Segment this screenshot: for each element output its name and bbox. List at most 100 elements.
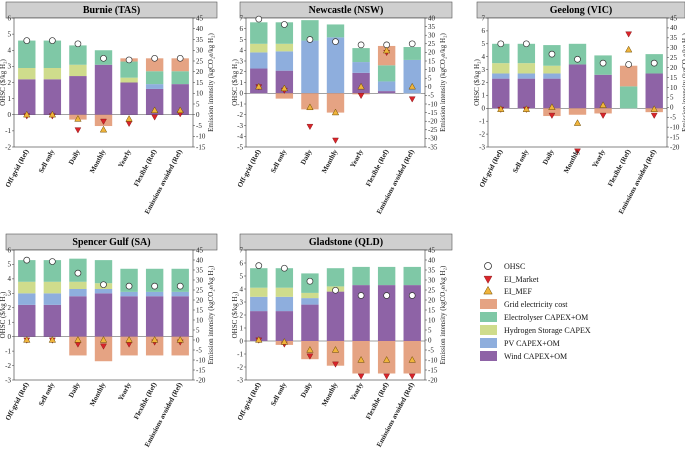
bar-wind [171,84,189,115]
y-tick-label: -2 [5,362,11,370]
x-category-label: Flexible (Ref) [132,381,158,421]
ei-mef-marker [306,345,314,353]
bar-electrolyser [377,266,396,286]
y2-tick-label: 10 [670,84,678,92]
bar-electrolyser [69,45,87,65]
y2-tick-label: -20 [428,118,438,126]
y2-tick-label: 15 [670,74,678,82]
ei-market-marker [332,361,339,368]
bar-wind [543,78,561,109]
y2-tick-label: 40 [196,25,204,33]
y-tick-label: 6 [240,25,244,33]
y-axis-label: OHSC ($/kg H₂) [473,58,481,105]
bar-grid [301,93,319,110]
y2-tick-label: 35 [428,266,436,274]
bar-electrolyser [18,40,36,68]
y-tick-label: -1 [5,347,11,355]
x-category-label: Monthly [88,148,107,175]
x-category-label: Yearly [117,148,133,169]
legend-electrolyser-swatch [480,312,497,322]
legend-wind-label: Wind CAPEX+OM [504,352,567,361]
y2-tick-label: 0 [196,111,200,119]
bar-electrolyser [275,268,294,288]
legend-pv-label: PV CAPEX+OM [504,339,560,348]
ei-market-marker [650,112,658,119]
y-tick-label: -3 [479,143,485,151]
legend-ei-mef-label: EI_MEF [504,287,533,296]
ohsc-marker [548,50,556,58]
y-tick-label: 0 [482,105,486,113]
y2-tick-label: 15 [428,306,436,314]
bar-wind [43,79,62,115]
y2-axis-label: Emission intensity (kgCO₂e/kg H₂) [439,265,447,364]
bar-electrolyser [94,260,113,284]
bar-wind [301,304,319,341]
bar-wind [94,293,113,337]
ei-market-marker [357,373,365,380]
ei-mef-marker [99,335,108,343]
y2-tick-label: 35 [196,266,204,274]
bar-wind [377,285,396,341]
bar-wind [377,91,396,94]
y2-tick-label: 0 [428,336,432,344]
bar-electrolyser [326,268,345,287]
y2-tick-label: 40 [428,14,436,22]
bar-wind [275,311,294,341]
y-tick-label: -1 [237,100,243,108]
y-tick-label: 2 [8,79,12,87]
bar-pv [120,291,138,297]
bar-wind [69,296,87,337]
bar-wind [145,88,164,115]
bar-pv [275,296,294,312]
y-tick-label: 6 [8,246,12,254]
ei-mef-marker [331,108,340,116]
y2-tick-label: -10 [428,100,438,108]
y2-tick-label: -20 [428,376,438,384]
bar-wind [594,74,612,109]
y2-tick-label: 40 [428,256,436,264]
legend-pv-swatch [480,338,497,348]
ohsc-marker [625,61,632,68]
bar-pv [352,62,370,73]
y-tick-label: -5 [237,143,243,151]
bar-electrolyser [403,266,421,286]
x-category-label: Daily [541,148,556,166]
bar-storage [120,77,138,83]
x-category-label: Monthly [562,148,581,175]
y2-tick-label: -30 [428,135,438,143]
y-tick-label: -1 [5,127,11,135]
y2-tick-label: -35 [428,143,438,151]
bar-pv [145,84,164,89]
ohsc-marker [497,40,505,48]
bar-grid [594,108,612,114]
y-tick-label: 3 [8,63,12,71]
ei-mef-marker [497,105,505,112]
bar-pv [171,291,189,297]
y-axis-label: OHSC ($/kg H₂) [231,58,239,105]
y2-tick-label: 0 [428,83,432,91]
ei-mef-marker [23,110,31,118]
bar-grid [326,341,345,366]
bar-pv [517,73,536,79]
ei-mef-marker [74,115,82,122]
ei-mef-marker [74,335,82,343]
y-tick-label: 2 [240,68,244,76]
ei-market-marker [100,343,107,350]
y-tick-label: 5 [8,30,12,38]
y-tick-label: 6 [482,27,486,35]
ohsc-marker [255,15,263,23]
ohsc-marker [100,54,107,62]
ohsc-marker [408,292,416,299]
bar-wind [517,78,536,109]
y2-tick-label: 20 [428,296,436,304]
y-axis-label: OHSC ($/kg H₂) [231,291,239,338]
ohsc-marker [23,256,31,264]
y2-tick-label: 20 [670,64,678,72]
y-tick-label: 7 [240,246,244,254]
y-tick-label: 3 [8,290,12,298]
bar-electrolyser [352,48,370,63]
y-tick-label: 7 [482,14,486,22]
x-category-label: Daily [299,148,314,166]
legend-ei-mef-swatch [483,285,493,295]
bar-pv [43,293,62,305]
